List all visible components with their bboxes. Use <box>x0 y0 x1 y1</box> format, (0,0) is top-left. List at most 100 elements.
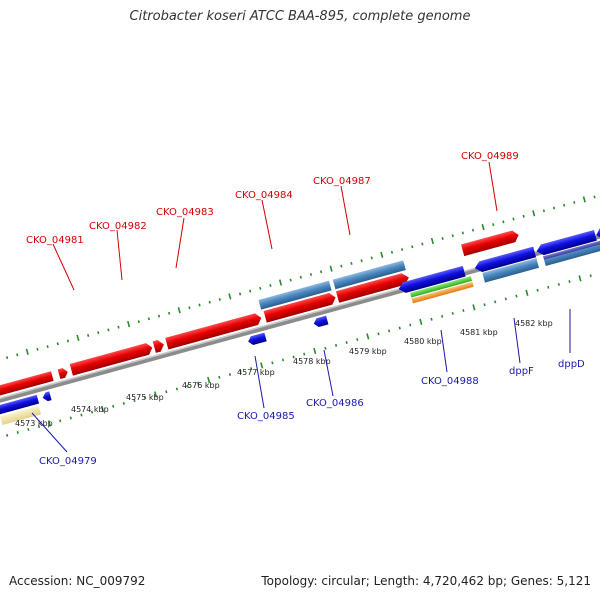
top-scale-tick <box>492 223 495 227</box>
top-scale-tick <box>66 339 70 343</box>
gene-dppF-arrow[interactable] <box>473 246 537 274</box>
top-scale-tick <box>157 314 161 318</box>
kbp-label: 4578 kbp <box>293 357 331 366</box>
top-scale-tick <box>532 210 536 217</box>
leader-line <box>340 185 351 236</box>
kbp-label: 4573 kbp <box>15 419 53 428</box>
kbp-label: 4577 kbp <box>237 368 275 377</box>
bottom-scale-tick <box>536 288 539 292</box>
gene-label-cko-04988[interactable]: CKO_04988 <box>421 376 479 387</box>
top-scale-tick <box>461 231 464 235</box>
gene-label-dppF[interactable]: dppF <box>509 366 534 377</box>
top-scale-tick <box>563 203 566 207</box>
gene-cko-04984-arrow[interactable] <box>263 292 338 323</box>
cds-dppD-overlay-bar[interactable] <box>543 232 600 260</box>
gene-label-cko-04985[interactable]: CKO_04985 <box>237 411 295 422</box>
leader-line <box>254 355 265 409</box>
bottom-scale-tick <box>133 399 136 403</box>
gene-label-cko-04984[interactable]: CKO_04984 <box>235 190 293 201</box>
top-scale-tick <box>441 237 444 240</box>
top-scale-tick <box>6 356 9 360</box>
gene-cko-04981-arrow-main[interactable] <box>69 342 154 376</box>
gene-label-cko-04987[interactable]: CKO_04987 <box>313 176 371 187</box>
gene-dppD-arrow[interactable] <box>535 229 597 257</box>
bottom-scale-tick <box>568 280 571 284</box>
cds-cko-04987-bar[interactable] <box>332 260 406 290</box>
top-scale-tick <box>481 224 485 231</box>
top-tick-row <box>6 195 596 360</box>
bottom-scale-tick <box>122 401 125 405</box>
top-scale-tick <box>411 245 414 249</box>
kbp-label: 4576 kbp <box>182 381 220 390</box>
top-scale-tick <box>168 311 171 315</box>
top-scale-tick <box>380 251 384 258</box>
gene-cko-04982-arrow[interactable] <box>152 339 166 353</box>
top-scale-tick <box>127 320 131 328</box>
gene-label-cko-04981[interactable]: CKO_04981 <box>26 235 84 246</box>
bottom-scale-tick <box>165 390 168 394</box>
cds-dppF-bar[interactable] <box>482 258 539 283</box>
top-scale-tick <box>177 307 181 314</box>
gene-cko-04987-arrow[interactable] <box>335 272 411 303</box>
bottom-scale-tick <box>557 282 560 286</box>
top-scale-tick <box>107 328 110 332</box>
kbp-scale: 4573 kbp 4574 kbp 4575 kbp 4576 kbp 4577… <box>15 319 553 428</box>
top-scale-tick <box>147 317 151 321</box>
bottom-scale-tick <box>47 420 52 427</box>
bottom-scale-tick <box>462 309 465 313</box>
top-scale-tick <box>573 201 576 204</box>
gene-cko-04986-arrow[interactable] <box>313 315 329 328</box>
gene-cko-04989-arrow[interactable] <box>461 229 520 257</box>
bottom-scale-tick <box>207 376 211 384</box>
top-scale-tick <box>208 300 211 304</box>
gene-cko-04988-arrow[interactable] <box>397 265 466 295</box>
rna-orange-bar[interactable] <box>411 281 474 304</box>
bottom-scale-tick <box>90 410 94 414</box>
cds-cko-04984-bar[interactable] <box>258 280 332 310</box>
gene-cko-04979-arrow[interactable] <box>0 394 40 415</box>
bottom-scale-tick <box>100 405 105 413</box>
bottom-scale-tick <box>250 367 253 371</box>
gene-label-cko-04989[interactable]: CKO_04989 <box>461 151 519 162</box>
gene-label-cko-04983[interactable]: CKO_04983 <box>156 207 214 218</box>
top-scale-tick <box>319 270 323 274</box>
leader-line <box>52 243 75 291</box>
bottom-gene-labels <box>31 309 571 453</box>
top-scale-tick <box>46 345 49 349</box>
map-title: Citrobacter koseri ATCC BAA-895, complet… <box>129 9 471 24</box>
bottom-scale-tick <box>16 431 19 434</box>
bottom-scale-tick <box>472 304 476 311</box>
leader-line <box>261 199 273 250</box>
leader-line <box>440 329 448 373</box>
bottom-scale-tick <box>451 312 454 315</box>
cds-cko-04979-bar[interactable] <box>0 405 42 425</box>
top-scale-tick <box>228 293 232 300</box>
gene-label-cko-04979[interactable]: CKO_04979 <box>39 456 97 467</box>
top-scale-tick <box>390 250 394 254</box>
bottom-scale-tick <box>398 326 401 330</box>
bottom-scale-tick <box>218 375 221 379</box>
bottom-scale-tick <box>228 372 232 376</box>
kbp-label: 4575 kbp <box>126 393 164 402</box>
gene-small-blue-arrow-a[interactable] <box>42 391 52 402</box>
rna-green-bar[interactable] <box>409 276 473 298</box>
gene-label-dppD[interactable]: dppD <box>558 359 585 370</box>
gene-cko-04981-arrow[interactable] <box>0 371 54 397</box>
top-scale-tick <box>350 261 353 265</box>
gene-cko-04985-arrow[interactable] <box>247 332 267 346</box>
gene-small-red-arrow[interactable] <box>57 367 69 380</box>
bottom-scale-tick <box>441 314 444 318</box>
bottom-scale-tick <box>69 416 72 420</box>
bottom-scale-tick <box>525 289 529 296</box>
gene-cko-04983-arrow[interactable] <box>165 312 263 350</box>
bottom-scale-tick <box>303 352 306 356</box>
genome-backbone-highlight <box>0 219 600 411</box>
top-scale-tick <box>198 303 201 307</box>
cds-dppD-bar[interactable] <box>543 232 600 266</box>
gene-label-cko-04982[interactable]: CKO_04982 <box>89 221 147 232</box>
gene-label-cko-04986[interactable]: CKO_04986 <box>306 398 364 409</box>
top-scale-tick <box>340 264 343 268</box>
bottom-scale-tick <box>334 343 338 347</box>
top-scale-tick <box>370 256 373 260</box>
